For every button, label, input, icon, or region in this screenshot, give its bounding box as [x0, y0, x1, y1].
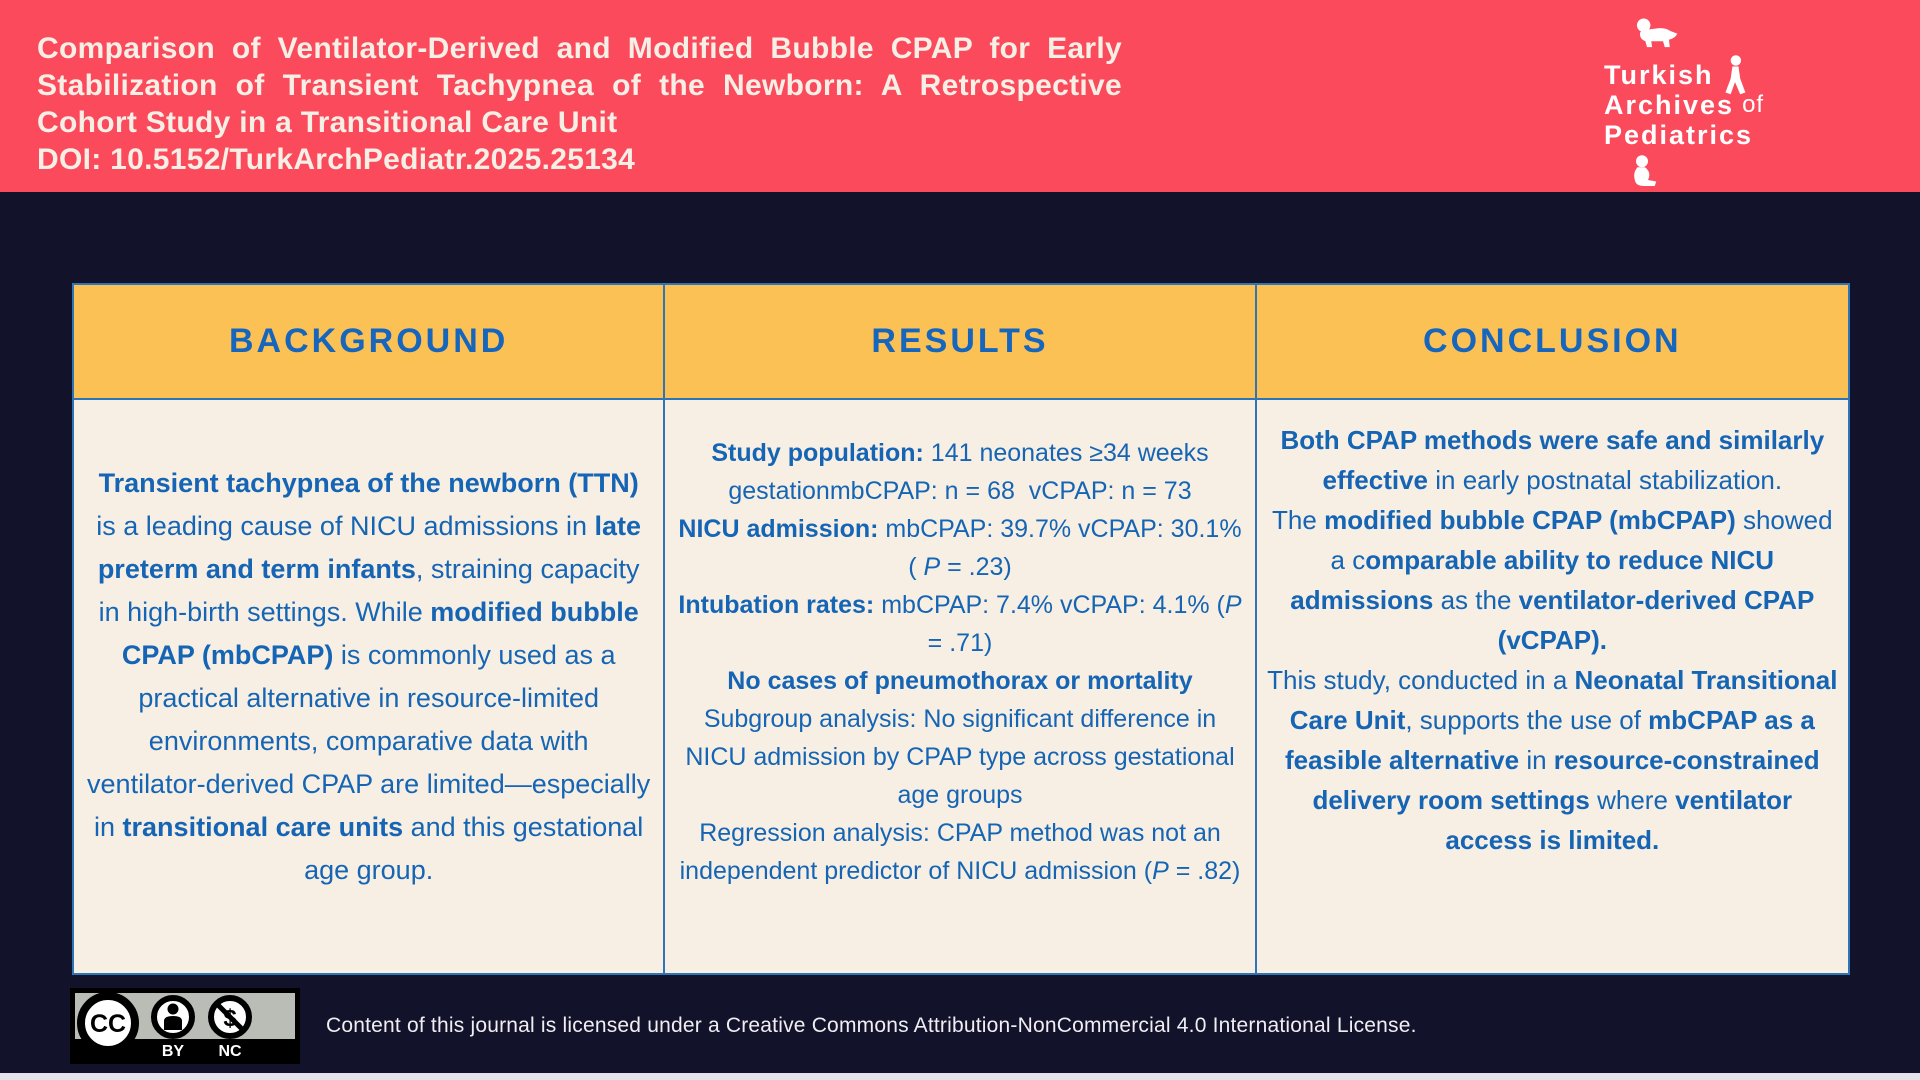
svg-text:BY: BY [162, 1043, 185, 1060]
sitting-baby-icon [1634, 155, 1657, 186]
column-header-background: BACKGROUND [74, 285, 666, 400]
svg-text:CC: CC [90, 1010, 126, 1038]
article-title: Comparison of Ventilator-Derived and Mod… [37, 32, 1122, 139]
crawling-baby-icon [1636, 18, 1678, 48]
cc-nc-icon: $ [208, 995, 252, 1039]
header-banner: Comparison of Ventilator-Derived and Mod… [0, 0, 1920, 192]
results-cell: Study population: 141 neonates ≥34 weeks… [665, 400, 1257, 973]
article-doi: DOI: 10.5152/TurkArchPediatr.2025.25134 [37, 143, 636, 176]
logo-crawling-row [1632, 16, 1834, 48]
logo-word-turkish: Turkish [1604, 60, 1714, 90]
conclusion-cell: Both CPAP methods were safe and similarl… [1256, 400, 1848, 973]
logo-word-archives: Archives [1604, 90, 1735, 120]
logo-row-pediatrics: Pediatrics [1604, 120, 1834, 150]
background-cell: Transient tachypnea of the newborn (TTN)… [74, 400, 666, 973]
logo-word-of: of [1742, 91, 1765, 118]
column-header-conclusion: CONCLUSION [1256, 285, 1848, 400]
logo-row-turkish: Turkish [1604, 46, 1834, 95]
bottom-strip [0, 1073, 1920, 1080]
logo-row-archives: Archives of [1604, 90, 1834, 120]
summary-table: BACKGROUND RESULTS CONCLUSION Transient … [72, 283, 1850, 975]
logo-word-pediatrics: Pediatrics [1604, 120, 1754, 150]
walking-child-icon [1724, 55, 1745, 95]
svg-text:NC: NC [218, 1043, 242, 1060]
journal-logo: Turkish Archives of Pediatrics [1604, 16, 1834, 188]
license-text: Content of this journal is licensed unde… [326, 1014, 1417, 1037]
cc-by-person-icon [151, 995, 195, 1039]
title-block: Comparison of Ventilator-Derived and Mod… [37, 30, 1122, 178]
logo-sitting-row [1630, 154, 1834, 188]
cc-by-nc-badge: CC $ BY NC [70, 988, 300, 1064]
license-bar: CC $ BY NC Content of this journal is li… [70, 988, 1920, 1064]
cc-icon: CC [77, 992, 139, 1054]
column-header-results: RESULTS [665, 285, 1257, 400]
